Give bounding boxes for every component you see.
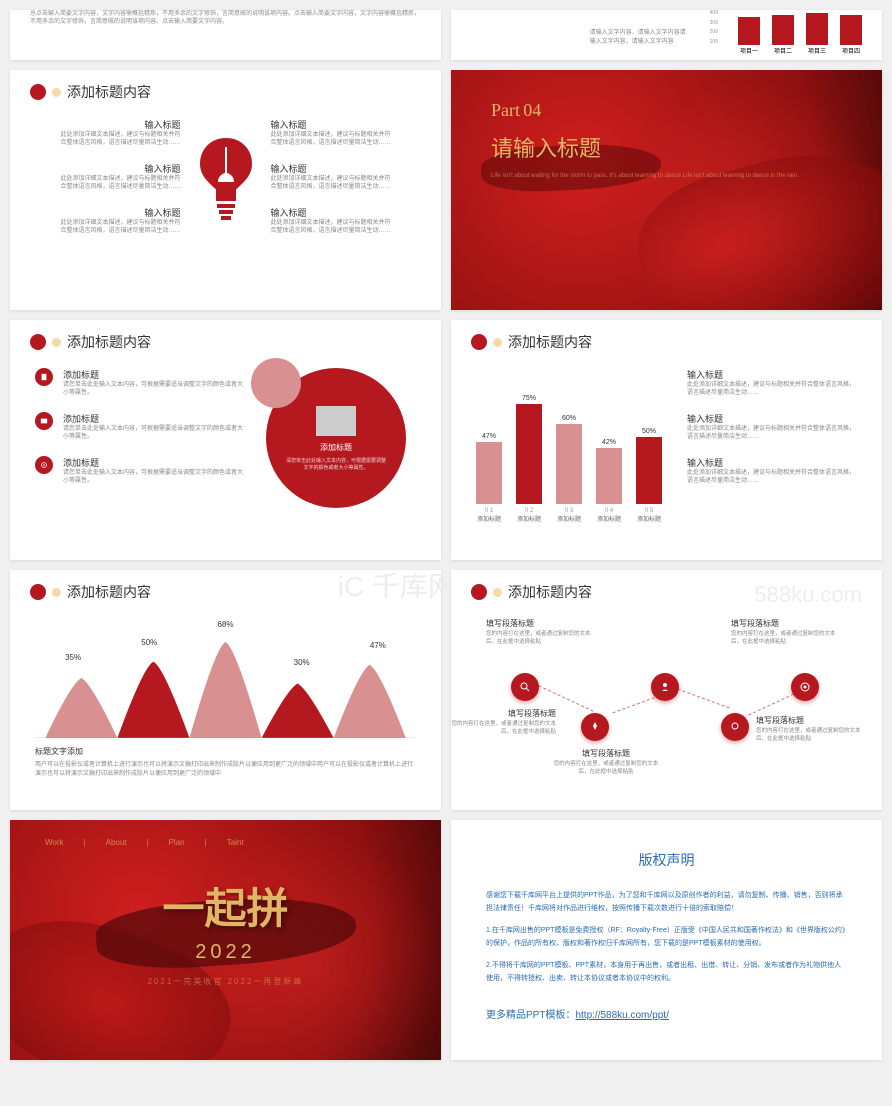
bar-1: 项目一 — [738, 17, 760, 45]
bar-group: 项目一 项目二 项目三 项目四 — [738, 13, 862, 45]
slide-mini-chart: 请输入文字内容，请输入文字内容请输入文字内容，请输入文字内容 400300200… — [451, 10, 882, 60]
slide-bar-chart: 添加标题内容 47%0 1添加标题 75%0 2添加标题 60%0 3添加标题 … — [451, 320, 882, 560]
header-dot-icon — [30, 584, 46, 600]
bar-chart: 47%0 1添加标题 75%0 2添加标题 60%0 3添加标题 42%0 4添… — [476, 368, 662, 523]
intro-text: 总点击输入简要文字内容，文字内容需概括精炼，不用多余的文字修饰，言简意赅的说明该… — [30, 10, 421, 27]
node-label: 填写段落标题您的内容打在这里，或者通过复制您的文本后，在此框中选择粘贴 — [486, 618, 596, 646]
header-dot-sm-icon — [52, 338, 61, 347]
slide-mountain-chart: iC 千库网 添加标题内容 35% 50% 68% 30% 47% — [10, 570, 441, 810]
section-title: 请输入标题 — [491, 131, 842, 163]
node-target — [791, 673, 819, 701]
slide-list-circle: 添加标题内容 添加标题请您单击此处输入文本内容，可根据需要适当调整文字的颜色或者… — [10, 320, 441, 560]
closing-year: 2022 — [10, 941, 441, 964]
item-title: 输入标题 — [61, 118, 181, 131]
node-person — [651, 673, 679, 701]
chart-text: 请输入文字内容，请输入文字内容请输入文字内容，请输入文字内容 — [590, 27, 690, 45]
header-dot-sm-icon — [493, 588, 502, 597]
header-dot-icon — [30, 84, 46, 100]
bar-3: 项目三 — [806, 13, 828, 45]
copyright-title: 版权声明 — [486, 850, 847, 870]
node-label: 填写段落标题您的内容打在这里，或者通过复制您的文本后，在此框中选择粘贴 — [451, 708, 556, 736]
header-dot-icon — [471, 334, 487, 350]
slide-intro-text: 总点击输入简要文字内容，文字内容需概括精炼，不用多余的文字修饰，言简意赅的说明该… — [10, 10, 441, 60]
more-link: 更多精品PPT模板：http://588ku.com/ppt/ — [486, 1006, 847, 1021]
lightbulb-icon — [191, 132, 261, 222]
slide-lightbulb: 添加标题内容 输入标题此处添加详细文本描述，建议与标题相关并符合整体语言风格，语… — [10, 70, 441, 310]
node-label: 填写段落标题您的内容打在这里，或者通过复制您的文本后，在此框中选择粘贴 — [551, 748, 661, 776]
slide-closing: Work| About| Plan| Taint 一起拼 2022 2021一完… — [10, 820, 441, 1060]
bar-4: 项目四 — [840, 15, 862, 45]
mountain-chart: 35% 50% 68% 30% 47% — [35, 618, 416, 738]
chart-desc: 用户可以在投影仪或者计算机上进行演示也可以将演示文稿打印出来制作成胶片以便应用到… — [35, 761, 416, 779]
bar-col: 75%0 2添加标题 — [516, 368, 542, 523]
copyright-text: 感谢您下载千库网平台上提供的PPT作品，为了您和千库网以及原创作者的利益，请勿复… — [486, 890, 847, 915]
node-bulb — [721, 713, 749, 741]
slide-section-divider: Part 04 请输入标题 Life isn't about waiting f… — [451, 70, 882, 310]
url-link[interactable]: http://588ku.com/ppt/ — [575, 1010, 668, 1021]
header-dot-icon — [471, 584, 487, 600]
closing-subtitle: 2021一完美收官 2022一再登新峰 — [10, 976, 441, 987]
list-item: 添加标题请您单击此处输入文本内容，可根据需要适当调整文字的颜色或者大小等属性。 — [35, 412, 246, 442]
section-subtitle: Life isn't about waiting for the storm t… — [491, 173, 842, 179]
node-rocket — [581, 713, 609, 741]
doc-icon — [35, 368, 53, 386]
node-label: 填写段落标题您的内容打在这里，或者通过复制您的文本后，在此框中选择粘贴 — [731, 618, 841, 646]
doc-icon — [35, 412, 53, 430]
slide-title: 添加标题内容 — [67, 82, 151, 102]
slide-flow: 588ku.com 添加标题内容 填写段落标题您的内容打在这里，或者通过复制您的… — [451, 570, 882, 810]
part-label: Part 04 — [491, 100, 842, 121]
list-item: 添加标题请您单击此处输入文本内容，可根据需要适当调整文字的颜色或者大小等属性。 — [35, 368, 246, 398]
header-dot-sm-icon — [52, 588, 61, 597]
header-dot-sm-icon — [52, 88, 61, 97]
node-label: 填写段落标题您的内容打在这里，或者通过复制您的文本后，在此框中选择粘贴 — [756, 715, 866, 743]
header-dot-icon — [30, 334, 46, 350]
circle-image — [316, 406, 356, 436]
closing-title: 一起拼 — [10, 875, 441, 936]
chart-label: 标题文字添加 — [35, 746, 416, 757]
bar-col: 60%0 3添加标题 — [556, 368, 582, 523]
header-dot-sm-icon — [493, 338, 502, 347]
y-axis: 400300200100 — [710, 10, 718, 45]
list-item: 添加标题请您单击此处输入文本内容，可根据需要适当调整文字的颜色或者大小等属性。 — [35, 456, 246, 486]
circle-accent — [251, 358, 301, 408]
slide-copyright: 版权声明 感谢您下载千库网平台上提供的PPT作品，为了您和千库网以及原创作者的利… — [451, 820, 882, 1060]
target-icon — [35, 456, 53, 474]
bar-col: 50%0 5添加标题 — [636, 368, 662, 523]
node-search — [511, 673, 539, 701]
bar-2: 项目二 — [772, 15, 794, 45]
bar-col: 47%0 1添加标题 — [476, 368, 502, 523]
bar-col: 42%0 4添加标题 — [596, 368, 622, 523]
